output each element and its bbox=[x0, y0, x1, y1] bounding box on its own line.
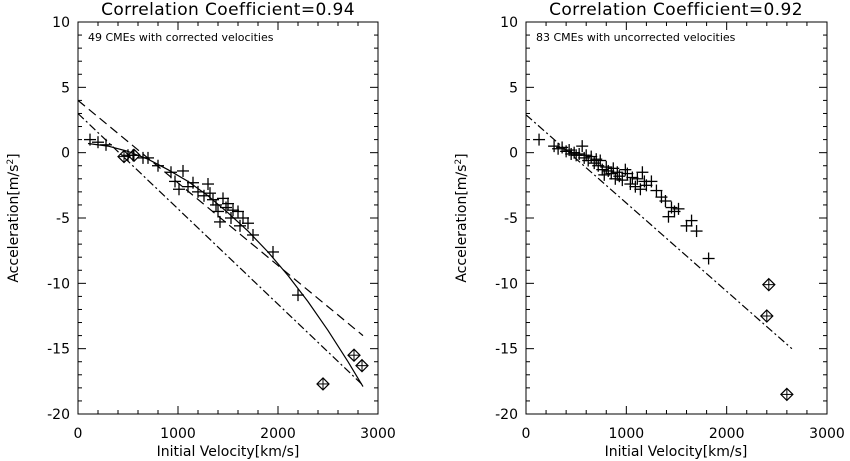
data-point-plus bbox=[636, 166, 649, 179]
data-point-plus bbox=[560, 145, 573, 158]
data-point-plus bbox=[629, 180, 642, 193]
data-point-plus bbox=[234, 219, 246, 232]
data-point-plus bbox=[631, 172, 644, 185]
y-axis-label: Acceleration[m/s2] bbox=[6, 153, 22, 282]
y-tick-label: -10 bbox=[47, 276, 70, 292]
data-point-plus bbox=[165, 166, 177, 179]
data-point-plus bbox=[690, 225, 703, 238]
data-point-plus bbox=[232, 205, 244, 218]
x-axis-label: Initial Velocity[km/s] bbox=[605, 444, 748, 460]
data-point-plus bbox=[570, 149, 583, 162]
y-tick-label: 10 bbox=[500, 15, 518, 31]
data-point-plus bbox=[198, 189, 210, 202]
data-point-plus bbox=[152, 159, 164, 172]
x-tick-label: 2000 bbox=[709, 426, 745, 442]
data-point-plus bbox=[204, 187, 216, 200]
data-point-diamond bbox=[347, 348, 361, 363]
data-point-plus bbox=[207, 193, 219, 206]
data-point-plus bbox=[210, 198, 222, 211]
data-point-plus bbox=[187, 176, 199, 189]
y-axis-label-exponent: 2 bbox=[454, 159, 464, 165]
data-point-plus bbox=[576, 140, 589, 153]
data-point-diamond bbox=[780, 387, 794, 402]
chart-panel-right: Correlation Coefficient=0.92 83 CMEs wit… bbox=[454, 0, 845, 460]
data-point-plus bbox=[217, 192, 229, 205]
x-tick-label: 3000 bbox=[360, 426, 396, 442]
chart-panel-left: Correlation Coefficient=0.94 49 CMEs wit… bbox=[6, 0, 396, 460]
data-point-plus bbox=[580, 149, 593, 162]
data-point-plus bbox=[173, 183, 185, 196]
data-point-plus bbox=[533, 133, 546, 146]
data-point-plus bbox=[680, 219, 693, 232]
y-tick-label: -15 bbox=[47, 342, 70, 358]
data-point-plus bbox=[662, 210, 675, 223]
data-point-plus bbox=[142, 151, 154, 164]
y-tick-label: 0 bbox=[61, 146, 70, 162]
data-point-plus bbox=[177, 164, 189, 177]
x-axis-label: Initial Velocity[km/s] bbox=[157, 444, 300, 460]
y-tick-label: -15 bbox=[495, 342, 518, 358]
fit-line-solid bbox=[87, 142, 364, 387]
data-point-diamond bbox=[355, 358, 369, 373]
x-tick-label: 0 bbox=[522, 426, 531, 442]
y-tick-label: -20 bbox=[47, 407, 70, 423]
data-point-plus bbox=[202, 178, 214, 191]
data-point-plus bbox=[616, 174, 629, 187]
y-axis-label: Acceleration[m/s2] bbox=[454, 153, 470, 282]
data-point-plus bbox=[237, 212, 249, 224]
panel-annotation: 49 CMEs with corrected velocities bbox=[88, 31, 274, 44]
data-point-plus bbox=[169, 175, 181, 188]
data-point-plus bbox=[568, 146, 581, 159]
data-point-diamond bbox=[316, 377, 330, 391]
data-point-plus bbox=[100, 138, 112, 151]
x-tick-label: 1000 bbox=[160, 426, 196, 442]
data-point-plus bbox=[222, 197, 234, 210]
y-tick-label: 5 bbox=[61, 80, 70, 96]
chart-title: Correlation Coefficient=0.94 bbox=[101, 0, 355, 20]
data-point-plus bbox=[702, 252, 715, 265]
y-axis-label-exponent: 2 bbox=[6, 159, 16, 165]
data-point-plus bbox=[672, 202, 685, 215]
panel-annotation: 83 CMEs with uncorrected velocities bbox=[536, 31, 736, 44]
data-point-diamond bbox=[761, 277, 776, 292]
x-tick-label: 0 bbox=[74, 426, 83, 442]
chart-title: Correlation Coefficient=0.92 bbox=[549, 0, 803, 20]
data-point-plus bbox=[685, 214, 698, 227]
y-tick-label: 0 bbox=[509, 146, 518, 162]
x-tick-label: 2000 bbox=[260, 426, 296, 442]
data-point-plus bbox=[267, 245, 279, 258]
data-point-plus bbox=[225, 212, 237, 224]
fit-line-dash-dot bbox=[77, 113, 364, 386]
data-point-plus bbox=[247, 228, 259, 241]
data-point-plus bbox=[594, 154, 607, 167]
data-point-plus bbox=[634, 183, 647, 196]
y-tick-label: -10 bbox=[495, 276, 518, 292]
data-point-plus bbox=[84, 133, 96, 146]
data-point-plus bbox=[650, 184, 663, 197]
y-tick-label: -5 bbox=[504, 211, 518, 227]
data-point-diamond bbox=[127, 148, 141, 163]
y-tick-label: -20 bbox=[495, 407, 518, 423]
x-tick-label: 1000 bbox=[609, 426, 645, 442]
data-point-plus bbox=[645, 175, 658, 188]
data-point-plus bbox=[626, 171, 639, 184]
y-tick-label: 5 bbox=[509, 80, 518, 96]
data-point-plus bbox=[624, 178, 637, 191]
x-tick-label: 3000 bbox=[809, 426, 845, 442]
data-point-plus bbox=[602, 164, 615, 177]
y-tick-label: -5 bbox=[56, 211, 70, 227]
data-point-plus bbox=[292, 289, 304, 302]
data-point-plus bbox=[585, 150, 598, 163]
data-point-plus bbox=[92, 136, 104, 149]
data-point-plus bbox=[659, 195, 672, 208]
data-point-plus bbox=[212, 205, 224, 218]
plot-frame bbox=[525, 21, 828, 415]
data-point-plus bbox=[242, 217, 254, 230]
data-point-plus bbox=[214, 215, 226, 228]
data-point-diamond bbox=[759, 309, 774, 323]
y-tick-label: 10 bbox=[52, 15, 70, 31]
data-point-plus bbox=[227, 204, 239, 217]
